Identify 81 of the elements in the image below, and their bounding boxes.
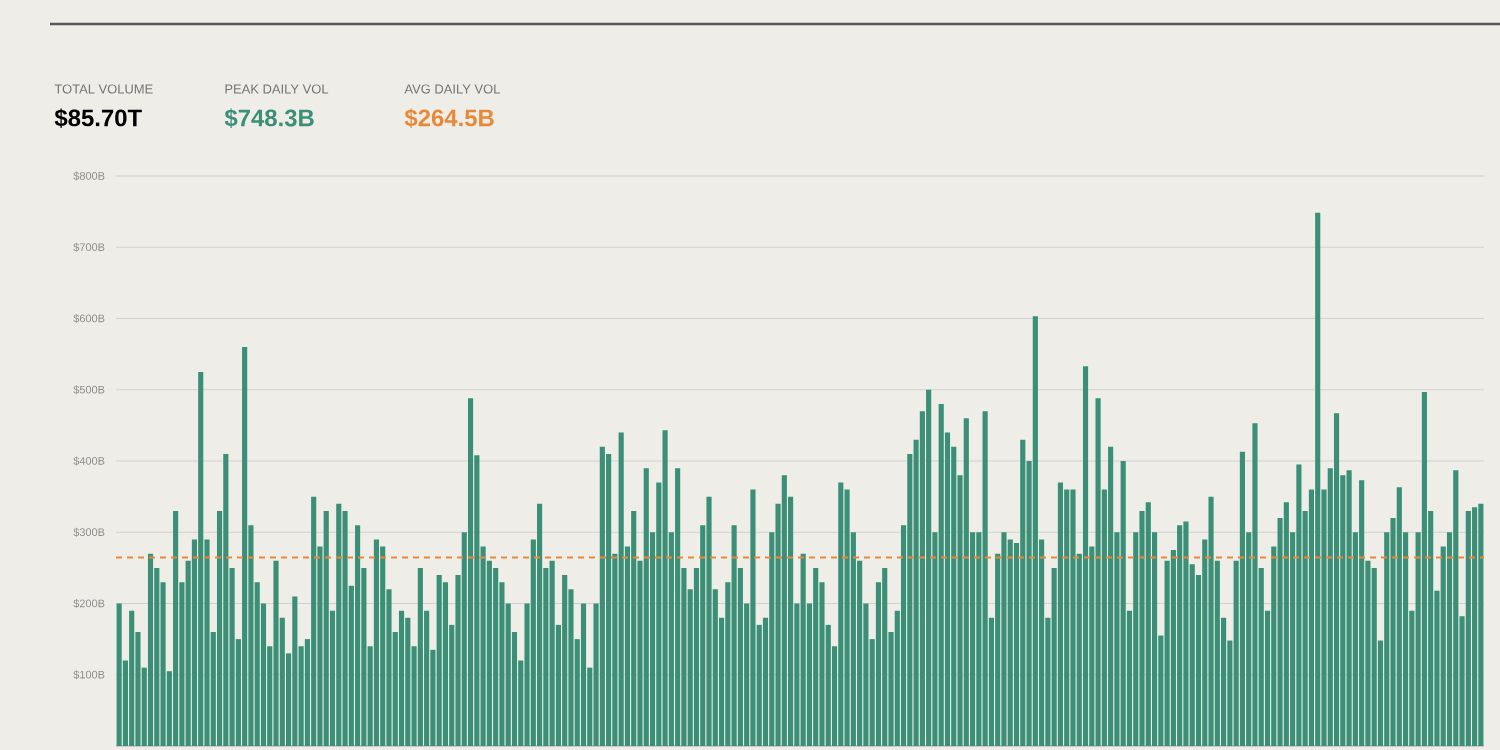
bar [1472,507,1478,746]
bar [1239,451,1245,746]
bar [173,510,179,746]
bar [982,411,988,746]
bar [1057,482,1064,746]
bar [800,553,806,746]
bar [675,468,681,746]
bar [273,560,279,746]
bar [442,582,449,746]
bar [1120,461,1126,746]
bar [549,560,555,746]
bar [1070,489,1076,746]
bar [631,510,637,746]
bar [1064,489,1070,746]
bar [1145,502,1151,746]
bar [537,503,543,746]
bar [813,567,819,746]
text: $264.5B [404,108,494,128]
bar [1283,502,1289,746]
bar [1177,525,1183,746]
bar [1020,439,1026,746]
bar [398,610,405,746]
bar [405,617,411,746]
bar [662,430,668,746]
bar [336,503,342,746]
bar [342,510,348,746]
bar [436,575,442,746]
bar [926,389,932,746]
bar [147,553,154,746]
bar [731,525,737,746]
bar [355,525,361,746]
bar [618,432,624,746]
bar [599,446,605,746]
bar [1465,510,1471,746]
bar [1252,423,1258,746]
bar [323,510,329,746]
bar [1453,470,1459,746]
bar [1421,391,1427,746]
bar [380,546,386,746]
bar [1478,503,1484,746]
bar [129,610,135,746]
bar [1359,480,1365,746]
bar [643,468,649,746]
bar [1001,532,1007,746]
bar [750,489,756,746]
bar [417,567,423,746]
bar [1208,496,1214,746]
bar [467,398,474,746]
bar [1183,521,1189,746]
bar [373,539,379,746]
bar [706,496,712,746]
bar [1095,398,1101,746]
bar [292,596,298,746]
bar [493,567,499,746]
bar [311,496,317,746]
bar [580,603,587,746]
text: $85.70T [54,108,142,128]
bar [116,603,122,746]
bar [844,489,850,746]
bar [562,575,568,746]
bar [1108,446,1114,746]
bar [838,482,844,746]
bar [882,567,888,746]
bar [1333,413,1340,746]
text: $748.3B [224,108,314,128]
bar [963,418,969,746]
bar [1371,567,1377,746]
bar [1346,470,1352,746]
bar [223,453,229,746]
bar [242,347,248,746]
bar [1396,487,1402,746]
bar [1032,316,1038,746]
bar [198,371,204,746]
bar [1315,212,1321,746]
bar [1296,464,1302,746]
bar [938,404,944,746]
bar [1139,510,1145,746]
bar [781,475,787,746]
bar [606,453,612,746]
bar [1082,366,1089,746]
bar [1007,539,1013,746]
